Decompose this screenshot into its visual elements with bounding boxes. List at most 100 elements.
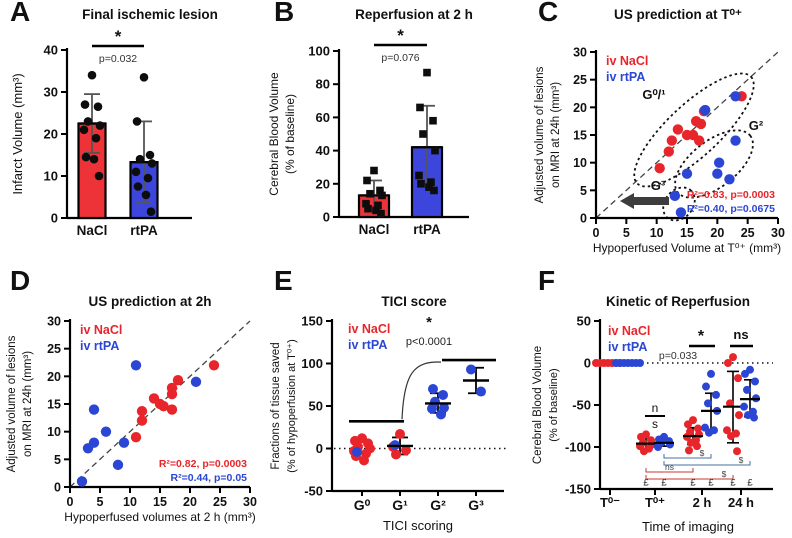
svg-text:TICI scoring: TICI scoring bbox=[383, 518, 453, 533]
svg-text:10: 10 bbox=[573, 156, 587, 170]
svg-text:-50: -50 bbox=[572, 398, 591, 413]
svg-text:0: 0 bbox=[51, 211, 58, 226]
svg-text:0: 0 bbox=[67, 495, 74, 509]
svg-text:R²=0.44, p=0.05: R²=0.44, p=0.05 bbox=[171, 472, 248, 484]
svg-text:rtPA: rtPA bbox=[130, 223, 158, 238]
svg-text:£: £ bbox=[690, 478, 696, 489]
svg-text:Adjusted volume of lesions: Adjusted volume of lesions bbox=[534, 66, 546, 203]
svg-text:10: 10 bbox=[123, 495, 137, 509]
svg-text:G⁰/¹: G⁰/¹ bbox=[642, 87, 665, 102]
svg-text:Hypoperfused volumes at 2 h (m: Hypoperfused volumes at 2 h (mm³) bbox=[64, 510, 255, 524]
svg-text:iv rtPA: iv rtPA bbox=[80, 339, 119, 353]
svg-text:40: 40 bbox=[44, 43, 58, 58]
svg-text:p<0.0001: p<0.0001 bbox=[406, 336, 452, 348]
svg-text:on MRI at 24h (mm³): on MRI at 24h (mm³) bbox=[550, 82, 562, 188]
svg-text:30: 30 bbox=[243, 495, 257, 509]
svg-text:150: 150 bbox=[301, 314, 323, 329]
panel-a: A Final ischemic lesion 0 10 20 30 40 NaCl rtP… bbox=[0, 0, 264, 269]
svg-text:50: 50 bbox=[577, 314, 591, 329]
svg-text:rtPA: rtPA bbox=[413, 222, 441, 237]
svg-text:iv rtPA: iv rtPA bbox=[348, 338, 387, 352]
svg-text:25: 25 bbox=[47, 342, 61, 356]
svg-text:15: 15 bbox=[680, 226, 694, 240]
panel-d-title: US prediction at 2h bbox=[88, 294, 212, 309]
svg-text:*: * bbox=[698, 328, 705, 345]
svg-text:20: 20 bbox=[710, 226, 724, 240]
svg-text:Infarct Volume (mm³): Infarct Volume (mm³) bbox=[10, 73, 25, 194]
svg-text:iv NaCl: iv NaCl bbox=[348, 322, 390, 336]
svg-text:$: $ bbox=[739, 455, 744, 465]
svg-text:0: 0 bbox=[584, 356, 591, 371]
svg-text:£: £ bbox=[661, 478, 667, 489]
svg-text:T⁰⁺: T⁰⁺ bbox=[645, 495, 665, 510]
panel-f-title: Kinetic of Reperfusion bbox=[605, 294, 750, 309]
svg-text:*: * bbox=[115, 27, 122, 46]
panel-e-chart: -50 0 50 100 150 G⁰ G¹ G² G³ * p<0.0001 iv NaCl iv r… bbox=[270, 314, 508, 533]
svg-text:-50: -50 bbox=[304, 484, 323, 499]
svg-text:G⁰: G⁰ bbox=[354, 497, 371, 513]
panel-e-title: TICI score bbox=[381, 294, 447, 309]
panel-d: D US prediction at 2h 0 5 10 15 20 25 30 0 5 10 15… bbox=[0, 265, 264, 538]
panel-f-letter: F bbox=[538, 265, 556, 296]
svg-text:*: * bbox=[426, 314, 432, 331]
svg-text:20: 20 bbox=[573, 101, 587, 115]
svg-text:NaCl: NaCl bbox=[77, 223, 108, 238]
svg-text:G¹: G¹ bbox=[392, 497, 408, 513]
svg-text:ns: ns bbox=[733, 327, 748, 342]
svg-text:£: £ bbox=[747, 478, 753, 489]
svg-text:Cerebral Blood Volume: Cerebral Blood Volume bbox=[532, 346, 544, 464]
svg-text:30: 30 bbox=[47, 315, 61, 329]
svg-text:iv NaCl: iv NaCl bbox=[80, 323, 122, 337]
svg-text:on MRI at 24h (mm³): on MRI at 24h (mm³) bbox=[22, 351, 34, 457]
svg-text:15: 15 bbox=[47, 398, 61, 412]
svg-text:(% of baseline): (% of baseline) bbox=[548, 368, 560, 441]
panel-a-title: Final ischemic lesion bbox=[82, 7, 218, 22]
svg-text:p=0.076: p=0.076 bbox=[381, 52, 419, 64]
svg-text:0: 0 bbox=[580, 212, 587, 226]
svg-text:Time of imaging: Time of imaging bbox=[642, 519, 734, 534]
panel-c: C US prediction at T⁰⁺ 0 5 10 15 20 25 30 0 5 10 1… bbox=[528, 0, 792, 269]
svg-text:Cerebral Blood Volume: Cerebral Blood Volume bbox=[267, 72, 281, 196]
svg-text:iv NaCl: iv NaCl bbox=[608, 324, 650, 338]
svg-text:25: 25 bbox=[741, 226, 755, 240]
svg-text:R²=0.82, p=0.0003: R²=0.82, p=0.0003 bbox=[159, 458, 247, 470]
svg-text:(% of hypoperfusion at T⁰⁺): (% of hypoperfusion at T⁰⁺) bbox=[286, 339, 298, 473]
svg-text:NaCl: NaCl bbox=[359, 222, 390, 237]
svg-text:Adjusted volume of lesions: Adjusted volume of lesions bbox=[6, 335, 18, 472]
panel-f-chart: -150 -100 -50 0 50 T⁰⁻ T⁰⁺ 2 h 24 h iv NaCl iv rtP… bbox=[532, 314, 773, 534]
svg-text:15: 15 bbox=[153, 495, 167, 509]
panel-b: B Reperfusion at 2 h 0 20 40 60 80 100 NaCl rtP… bbox=[264, 0, 528, 269]
svg-text:100: 100 bbox=[308, 44, 330, 59]
svg-text:0: 0 bbox=[54, 481, 61, 495]
panel-b-letter: B bbox=[274, 0, 295, 27]
svg-text:60: 60 bbox=[316, 110, 330, 125]
panel-c-title: US prediction at T⁰⁺ bbox=[613, 7, 743, 22]
svg-text:iv rtPA: iv rtPA bbox=[608, 340, 647, 354]
svg-text:iv NaCl: iv NaCl bbox=[606, 54, 648, 68]
panel-c-chart: 0 5 10 15 20 25 30 0 5 10 15 20 25 30 G⁰/¹ G² G³ iv NaCl i… bbox=[534, 46, 785, 256]
svg-text:100: 100 bbox=[301, 356, 323, 371]
svg-text:£: £ bbox=[730, 478, 736, 489]
svg-text:20: 20 bbox=[47, 370, 61, 384]
svg-text:*: * bbox=[397, 26, 404, 45]
svg-text:s: s bbox=[652, 417, 658, 431]
panel-a-chart: 0 10 20 30 40 NaCl rtPA * p=0.032 Infarct Volume … bbox=[10, 27, 192, 238]
svg-text:30: 30 bbox=[44, 85, 58, 100]
svg-text:5: 5 bbox=[54, 453, 61, 467]
svg-text:n: n bbox=[652, 401, 659, 415]
panel-e: E TICI score -50 0 50 100 150 G⁰ G¹ G² G³ * p<0.00… bbox=[264, 265, 528, 538]
svg-text:p=0.032: p=0.032 bbox=[99, 53, 137, 65]
svg-text:25: 25 bbox=[213, 495, 227, 509]
svg-text:(% of baseline): (% of baseline) bbox=[283, 94, 297, 174]
svg-text:G³: G³ bbox=[468, 497, 484, 513]
svg-text:Fractions of tissue saved: Fractions of tissue saved bbox=[270, 342, 282, 469]
panel-f: F Kinetic of Reperfusion -150 -100 -50 0 50 T… bbox=[528, 265, 792, 538]
svg-text:0: 0 bbox=[593, 226, 600, 240]
svg-text:20: 20 bbox=[183, 495, 197, 509]
panel-b-title: Reperfusion at 2 h bbox=[355, 7, 473, 22]
svg-text:R²=0.83, p=0.0003: R²=0.83, p=0.0003 bbox=[687, 189, 775, 201]
svg-text:-100: -100 bbox=[565, 440, 591, 455]
svg-text:80: 80 bbox=[316, 77, 330, 92]
